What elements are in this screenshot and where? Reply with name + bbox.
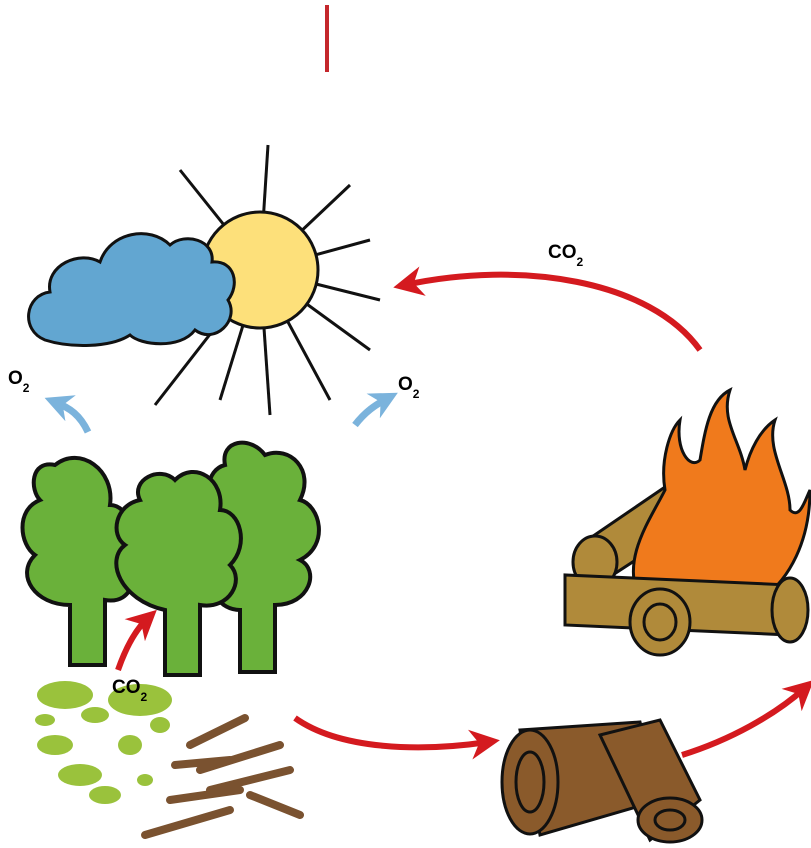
label-text: CO	[548, 242, 577, 263]
label-text: O	[8, 368, 23, 389]
trees	[23, 443, 319, 675]
carbon-cycle-diagram: CO2 O2 O2 CO2	[0, 0, 811, 848]
label-sub: 2	[141, 690, 148, 704]
o2-arrow	[55, 402, 88, 432]
campfire	[565, 390, 810, 655]
co2-label: CO2	[548, 242, 584, 269]
moss	[35, 681, 172, 804]
decay-arrow	[295, 718, 488, 747]
o2-label: O2	[8, 368, 30, 395]
twigs	[145, 718, 300, 835]
label-text: O	[398, 374, 413, 395]
cloud	[29, 234, 235, 346]
o2-arrow	[355, 398, 388, 425]
label-sub: 2	[23, 381, 30, 395]
co2-arrow	[405, 275, 700, 350]
fuel-arrow	[682, 688, 805, 755]
co2-arrow	[118, 618, 148, 670]
label-sub: 2	[577, 255, 584, 269]
label-sub: 2	[413, 387, 420, 401]
label-text: CO	[112, 677, 141, 698]
o2-label: O2	[398, 374, 420, 401]
logs	[502, 720, 702, 842]
